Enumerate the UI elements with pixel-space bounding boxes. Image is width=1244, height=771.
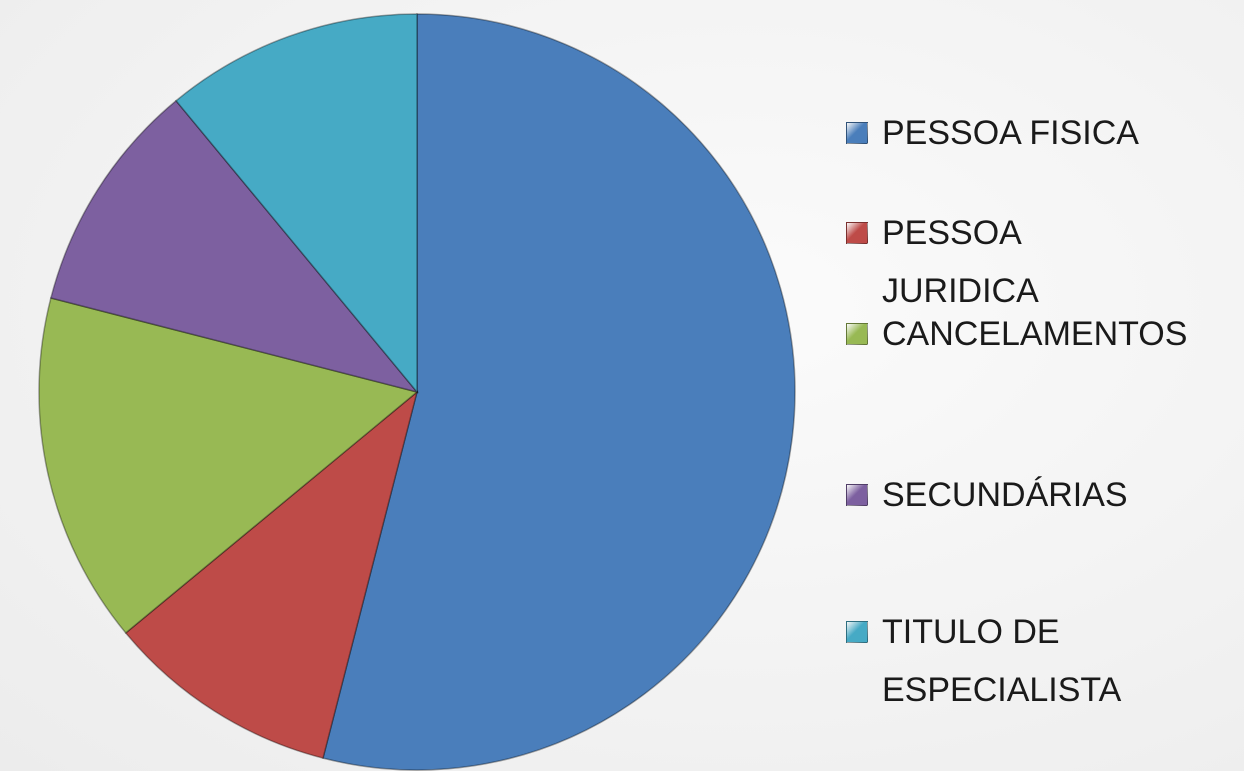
- legend-swatch: [846, 122, 868, 144]
- legend-item: PESSOA FISICA: [846, 104, 1236, 162]
- legend-item: TITULO DE ESPECIALISTA: [846, 603, 1236, 719]
- legend-item: CANCELAMENTOS: [846, 305, 1236, 363]
- pie-chart: [38, 13, 796, 771]
- pie-slice: [124, 389, 419, 760]
- legend-label: SECUNDÁRIAS: [882, 476, 1128, 514]
- legend-swatch: [846, 323, 868, 345]
- pie-slice: [322, 13, 796, 771]
- legend-label: PESSOA JURIDICA: [882, 214, 1039, 310]
- legend-label: TITULO DE ESPECIALISTA: [882, 613, 1122, 709]
- legend-item: PESSOA JURIDICA: [846, 204, 1236, 320]
- legend-item: SECUNDÁRIAS: [846, 466, 1236, 524]
- pie-slice: [49, 99, 420, 394]
- legend-swatch: [846, 621, 868, 643]
- legend-swatch: [846, 222, 868, 244]
- legend-swatch: [846, 484, 868, 506]
- legend-label: CANCELAMENTOS: [882, 315, 1188, 353]
- legend-label: PESSOA FISICA: [882, 114, 1139, 152]
- pie-slice: [174, 13, 418, 395]
- pie-slice: [38, 297, 419, 635]
